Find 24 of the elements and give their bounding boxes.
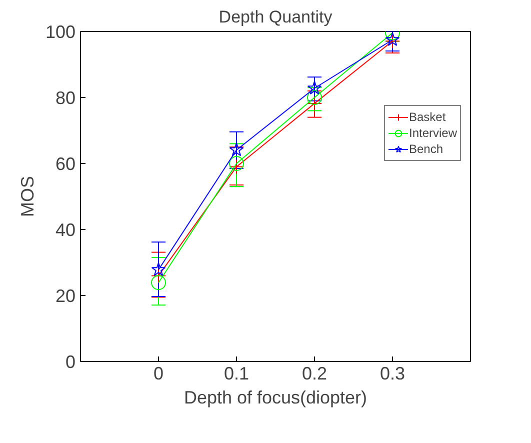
legend-label: Interview xyxy=(409,126,458,140)
point xyxy=(307,90,322,105)
y-axis-title: MOS xyxy=(17,176,38,217)
point xyxy=(229,159,244,174)
legend-label: Bench xyxy=(409,142,444,156)
y-tick-label: 80 xyxy=(55,88,76,108)
point xyxy=(151,262,166,276)
point xyxy=(229,156,244,171)
point xyxy=(229,142,244,156)
y-tick-label: 100 xyxy=(45,22,76,42)
x-tick-label: 0.3 xyxy=(380,364,406,384)
point xyxy=(307,80,322,94)
y-tick-label: 40 xyxy=(55,220,76,240)
x-tick-label: 0.1 xyxy=(224,364,250,384)
x-tick-label: 0 xyxy=(153,364,164,384)
point xyxy=(151,275,166,290)
legend-label: Basket xyxy=(409,110,446,124)
x-axis-title: Depth of focus(diopter) xyxy=(184,388,368,408)
point xyxy=(385,32,400,46)
y-tick-label: 20 xyxy=(55,286,76,306)
x-tick-label: 0.2 xyxy=(302,364,328,384)
point xyxy=(151,268,166,284)
y-tick-label: 60 xyxy=(55,154,76,174)
chart-title: Depth Quantity xyxy=(218,8,333,26)
